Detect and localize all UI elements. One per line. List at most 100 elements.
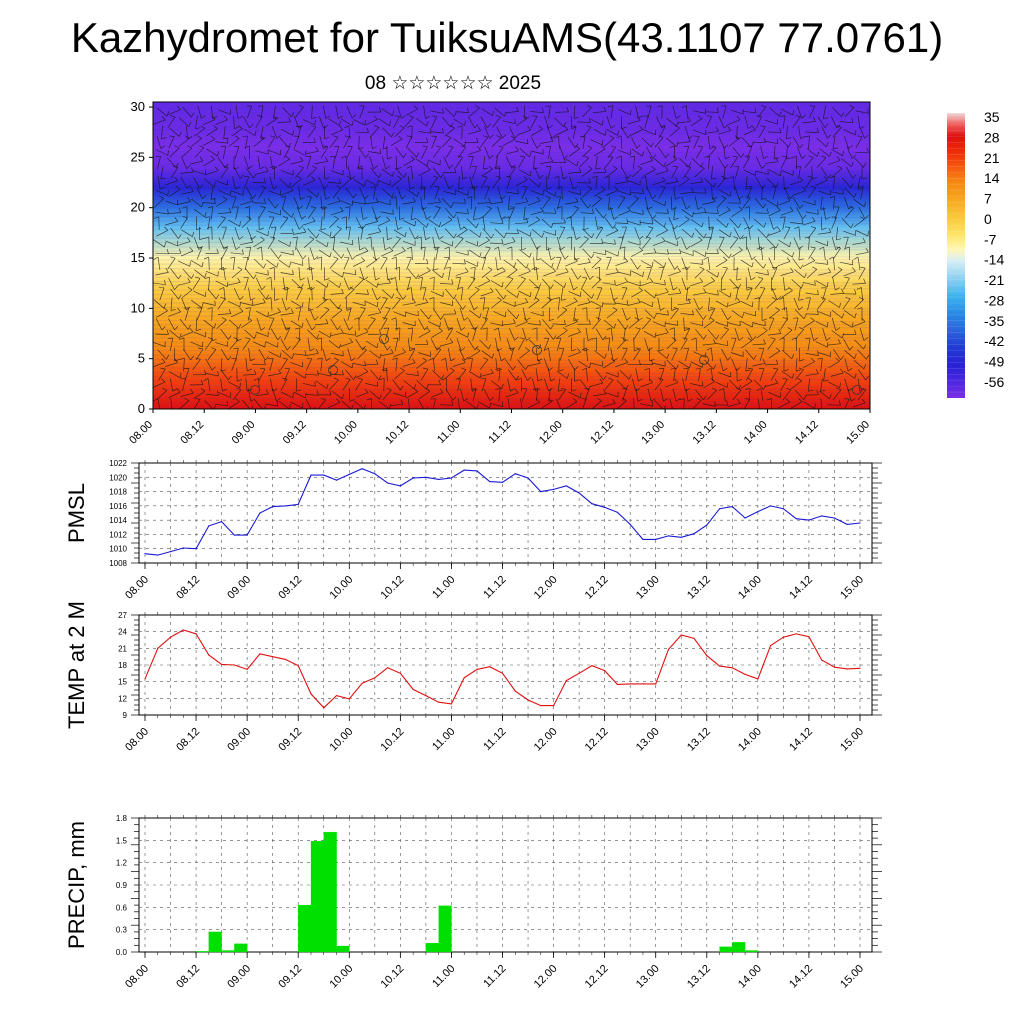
wind-barb-feather: [295, 307, 301, 309]
wind-barb: [721, 348, 728, 361]
wind-barb-feather: [333, 377, 339, 381]
wind-barb: [830, 293, 844, 295]
wind-barb-feather: [709, 317, 715, 321]
wind-barb-feather: [733, 268, 739, 271]
wind-barb: [457, 398, 460, 409]
wind-barb: [628, 319, 640, 329]
wind-barb-feather: [587, 257, 591, 263]
wind-barb-feather: [799, 204, 804, 209]
wind-barb: [281, 349, 293, 360]
wind-barb-feather: [524, 297, 529, 303]
wind-barb-feather: [716, 208, 719, 214]
wind-barb-feather: [835, 287, 840, 291]
wind-barb: [644, 196, 649, 210]
wind-barb: [418, 318, 425, 331]
wind-barb-feather: [195, 397, 201, 400]
wind-barb-feather: [324, 177, 330, 180]
wind-barb: [715, 342, 728, 347]
pmsl-point: [463, 469, 465, 471]
y-tick-label: 27: [118, 611, 127, 620]
wind-barb: [443, 317, 450, 331]
wind-barb: [165, 362, 178, 367]
wind-barb-feather: [603, 106, 607, 112]
wind-barb-feather: [336, 185, 342, 189]
wind-barb-feather: [546, 187, 552, 190]
x-tick-label: 12.12: [583, 726, 611, 754]
wind-barb-feather: [247, 317, 253, 321]
wind-barb: [329, 258, 339, 269]
wind-barb: [815, 320, 828, 328]
wind-barb-feather: [304, 350, 307, 356]
wind-barb: [165, 240, 178, 247]
wind-barb: [381, 168, 393, 177]
wind-barb-feather: [195, 276, 201, 279]
wind-barb-feather: [379, 394, 382, 400]
wind-barb-feather: [364, 119, 366, 126]
wind-barb-feather: [738, 195, 744, 200]
wind-barb-feather: [413, 384, 417, 390]
wind-barb-feather: [601, 120, 604, 126]
wind-barb-feather: [816, 151, 820, 157]
wind-barb: [808, 187, 816, 199]
wind-barb: [831, 269, 843, 278]
wind-barb-feather: [691, 232, 695, 238]
wind-barb: [515, 301, 528, 307]
wind-barb-feather: [624, 358, 628, 363]
wind-barb: [792, 116, 801, 128]
wind-barb: [278, 400, 290, 409]
wind-barb: [403, 380, 415, 390]
pmsl-point: [578, 492, 580, 494]
wind-barb: [153, 282, 166, 286]
wind-barb: [481, 350, 493, 359]
wind-barb: [858, 267, 866, 280]
wind-barb-feather: [821, 155, 827, 159]
wind-barb: [759, 368, 765, 382]
wind-barb: [693, 250, 706, 257]
wind-barb-feather: [863, 201, 867, 207]
wind-barb-feather: [671, 308, 677, 311]
wind-barb: [505, 156, 513, 169]
wind-barb-feather: [309, 236, 315, 240]
wind-barb-feather: [572, 398, 578, 402]
wind-barb: [766, 178, 777, 188]
wind-barb: [192, 359, 201, 371]
wind-barb: [752, 322, 766, 327]
wind-barb-feather: [326, 357, 331, 361]
wind-barb: [815, 240, 828, 247]
wind-barb-feather: [377, 227, 382, 232]
colorbar-label: 0: [984, 211, 992, 227]
wind-barb-feather: [413, 105, 418, 110]
wind-barb-feather: [304, 392, 307, 398]
wind-barb: [406, 257, 412, 270]
wind-barb: [343, 136, 350, 149]
wind-barb: [608, 146, 616, 159]
wind-barb-feather: [235, 398, 240, 402]
wind-barb: [456, 338, 462, 351]
wind-barb: [768, 257, 775, 270]
wind-barb: [665, 158, 678, 167]
wind-barb: [193, 209, 206, 218]
wind-barb: [670, 308, 679, 320]
wind-barb: [327, 200, 341, 206]
wind-barb-feather: [799, 143, 804, 149]
wind-barb-feather: [604, 249, 607, 255]
precip-bar: [298, 904, 312, 953]
wind-barb-feather: [350, 176, 356, 180]
wind-barb: [180, 191, 194, 195]
wind-barb-feather: [856, 287, 862, 290]
wind-barb: [292, 353, 307, 356]
wind-barb-feather: [385, 307, 391, 309]
wind-barb: [527, 200, 541, 206]
wind-barb-feather: [550, 136, 554, 142]
wind-barb-feather: [260, 327, 266, 331]
wind-barb-feather: [478, 216, 484, 220]
wind-barb-feather: [705, 352, 707, 358]
wind-barb: [439, 283, 454, 285]
wind-barb-feather: [563, 319, 566, 325]
wind-barb: [297, 125, 302, 139]
wind-barb-feather: [686, 205, 691, 210]
pmsl-point: [438, 478, 440, 480]
wind-barb: [217, 313, 232, 315]
wind-barb: [307, 277, 311, 291]
